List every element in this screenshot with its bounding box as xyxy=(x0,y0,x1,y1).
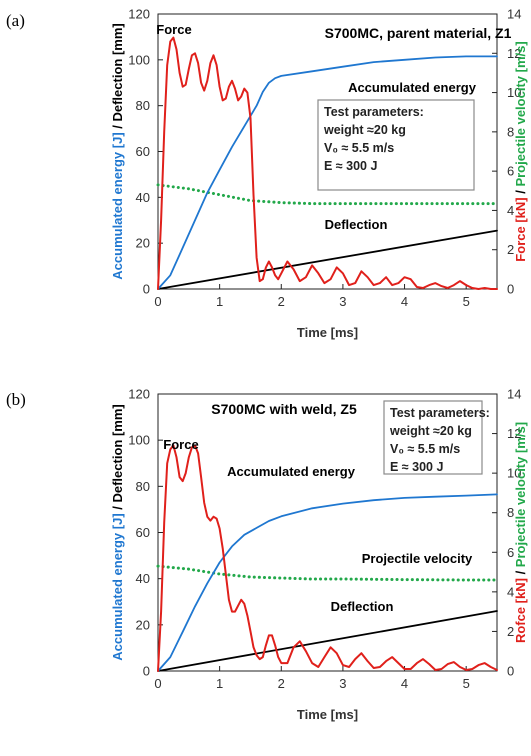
x-tick-label: 1 xyxy=(216,676,223,691)
left-axis-title: Accumulated energy [J] / Deflection [mm] xyxy=(110,404,125,660)
x-tick-label: 0 xyxy=(154,294,161,309)
right-tick-label: 12 xyxy=(507,426,521,441)
x-tick-label: 4 xyxy=(401,294,408,309)
left-tick-label: 40 xyxy=(136,190,150,205)
x-tick-label: 3 xyxy=(339,676,346,691)
right-axis-title-part: Projectile velocity [m/s] xyxy=(513,41,528,186)
panel-label: (a) xyxy=(6,11,25,30)
right-axis-title-part: Projectile velocity [m/s] xyxy=(513,422,528,567)
right-axis-title-part: / xyxy=(513,187,528,198)
right-tick-label: 0 xyxy=(507,664,514,679)
left-tick-label: 20 xyxy=(136,236,150,251)
test-parameter-line: V₀ ≈ 5.5 m/s xyxy=(324,141,394,155)
test-parameters-box xyxy=(317,99,475,191)
left-tick-label: 120 xyxy=(128,387,150,402)
left-tick-label: 60 xyxy=(136,144,150,159)
velocity-line xyxy=(156,564,499,582)
right-tick-label: 8 xyxy=(507,505,514,520)
left-tick-label: 60 xyxy=(136,525,150,540)
left-tick-label: 80 xyxy=(136,98,150,113)
test-parameter-line: E ≈ 300 J xyxy=(390,460,443,474)
x-tick-label: 4 xyxy=(401,676,408,691)
left-tick-label: 100 xyxy=(128,433,150,448)
chart-title: S700MC with weld, Z5 xyxy=(211,401,357,417)
panel-label: (b) xyxy=(6,390,26,409)
test-parameter-line: E ≈ 300 J xyxy=(324,159,377,173)
left-axis-title-part: Accumulated energy [J] xyxy=(110,513,125,660)
deflection-line xyxy=(157,610,498,672)
deflection-line xyxy=(157,229,498,290)
left-tick-label: 80 xyxy=(136,479,150,494)
test-parameter-line: Test parameters: xyxy=(324,105,424,119)
deflection-annotation: Deflection xyxy=(325,217,388,232)
chart-title: S700MC, parent material, Z1 xyxy=(325,25,512,41)
right-tick-label: 4 xyxy=(507,203,514,218)
left-tick-label: 20 xyxy=(136,617,150,632)
right-tick-label: 10 xyxy=(507,85,521,100)
right-axis-title-part: Force [kN] xyxy=(513,197,528,261)
right-tick-label: 6 xyxy=(507,545,514,560)
chart-panel-b: (b)0 1 2 3 4 502040608010012002468101214Time … xyxy=(6,387,528,723)
x-axis-title: Time [ms] xyxy=(297,325,358,340)
chart-panel-a: (a)0 1 2 3 4 502040608010012002468101214Time … xyxy=(6,7,528,341)
energy-line xyxy=(157,493,498,672)
right-tick-label: 14 xyxy=(507,7,521,22)
x-tick-label: 5 xyxy=(463,676,470,691)
x-tick-label: 2 xyxy=(278,676,285,691)
velocity-line xyxy=(156,183,499,206)
left-tick-label: 100 xyxy=(128,52,150,67)
test-parameters-box xyxy=(383,400,483,475)
right-tick-label: 8 xyxy=(507,124,514,139)
energy-line xyxy=(157,55,498,290)
left-axis-title-part: Deflection [mm] xyxy=(110,404,125,502)
right-axis-title: Force [kN] / Projectile velocity [m/s] xyxy=(513,41,528,261)
left-tick-label: 0 xyxy=(143,664,150,679)
force-line xyxy=(157,444,498,672)
right-tick-label: 12 xyxy=(507,46,521,61)
left-tick-label: 120 xyxy=(128,7,150,22)
right-axis-title: Rofce [kN] / Projectile velocity [m/s] xyxy=(513,422,528,643)
left-tick-label: 0 xyxy=(143,282,150,297)
energy-annotation: Accumulated energy xyxy=(348,80,477,95)
right-tick-label: 0 xyxy=(507,282,514,297)
left-axis-title: Accumulated energy [J] / Deflection [mm] xyxy=(110,23,125,279)
left-axis-title-part: / xyxy=(110,122,125,133)
force-line xyxy=(157,36,498,290)
test-parameter-line: weight ≈20 kg xyxy=(323,123,406,137)
x-tick-label: 1 xyxy=(216,294,223,309)
test-parameter-line: weight ≈20 kg xyxy=(389,424,472,438)
left-tick-label: 40 xyxy=(136,571,150,586)
energy-annotation: Accumulated energy xyxy=(227,464,356,479)
x-tick-label: 0 xyxy=(154,676,161,691)
right-tick-label: 6 xyxy=(507,164,514,179)
left-axis-title-part: / xyxy=(110,503,125,514)
x-tick-label: 3 xyxy=(339,294,346,309)
right-tick-label: 4 xyxy=(507,584,514,599)
right-axis-title-part: Rofce [kN] xyxy=(513,578,528,643)
deflection-annotation: Deflection xyxy=(331,599,394,614)
x-tick-label: 5 xyxy=(463,294,470,309)
test-parameter-line: Test parameters: xyxy=(390,406,490,420)
test-parameter-line: V₀ ≈ 5.5 m/s xyxy=(390,442,460,456)
right-tick-label: 2 xyxy=(507,242,514,257)
x-tick-label: 2 xyxy=(278,294,285,309)
right-tick-label: 2 xyxy=(507,624,514,639)
right-tick-label: 10 xyxy=(507,466,521,481)
left-axis-title-part: Accumulated energy [J] xyxy=(110,132,125,279)
right-tick-label: 14 xyxy=(507,387,521,402)
left-axis-title-part: Deflection [mm] xyxy=(110,23,125,121)
force-annotation: Force xyxy=(163,437,198,452)
velocity-annotation: Projectile velocity xyxy=(362,551,473,566)
force-annotation: Force xyxy=(156,22,191,37)
right-axis-title-part: / xyxy=(513,567,528,578)
x-axis-title: Time [ms] xyxy=(297,707,358,722)
